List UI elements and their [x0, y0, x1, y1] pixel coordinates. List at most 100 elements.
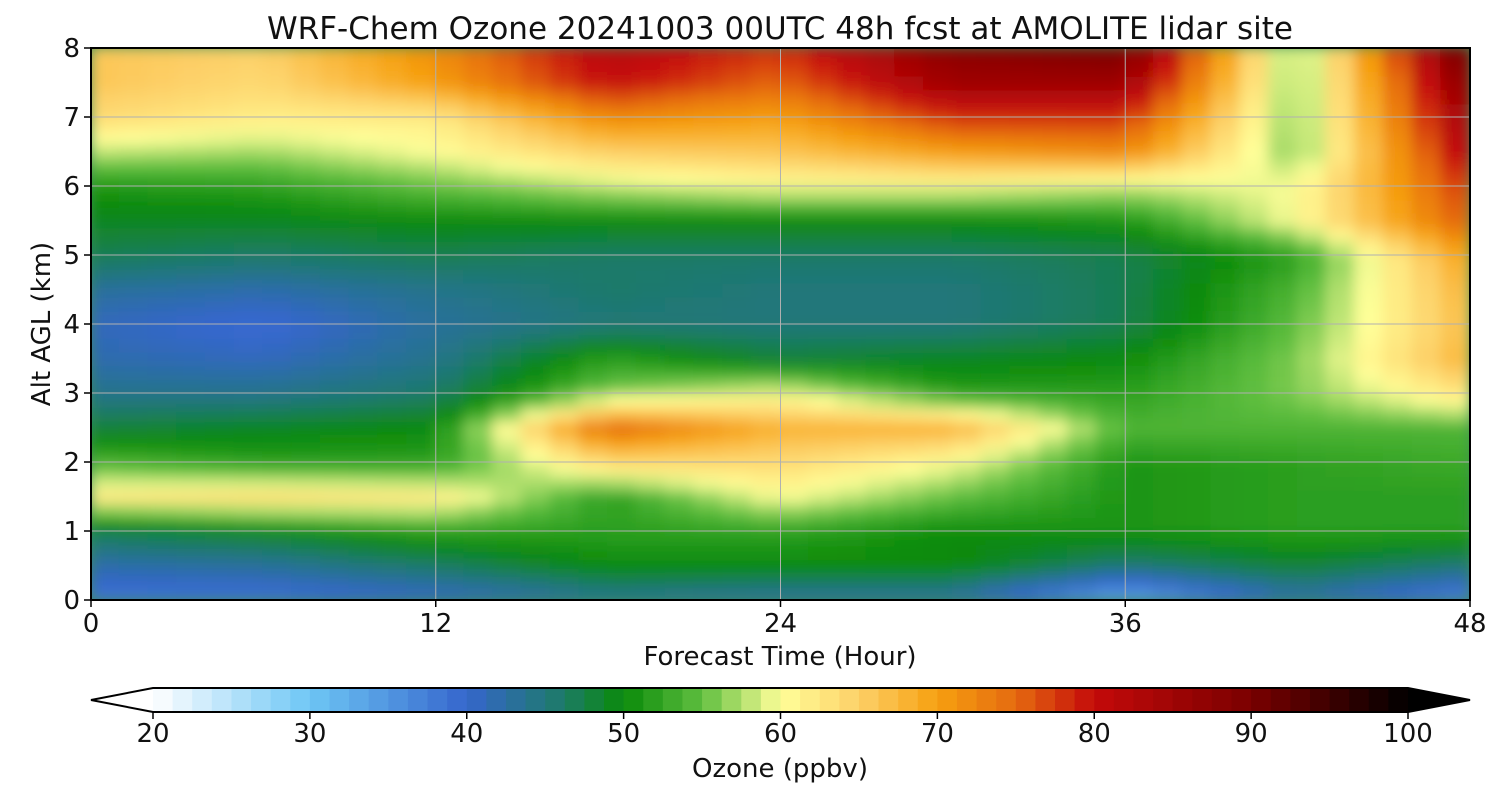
heatmap-cell	[434, 433, 466, 450]
heatmap-cell	[1382, 74, 1414, 91]
heatmap-cell	[664, 557, 696, 574]
heatmap-cell	[377, 254, 409, 270]
heatmap-cell	[750, 198, 782, 215]
heatmap-cell	[664, 226, 696, 243]
heatmap-cell	[1382, 474, 1414, 491]
heatmap-cell	[1354, 74, 1385, 91]
heatmap-cell	[176, 392, 207, 408]
heatmap-cell	[1267, 295, 1299, 312]
heatmap-cell	[319, 350, 351, 367]
heatmap-cell	[434, 488, 466, 505]
heatmap-cell	[406, 171, 437, 187]
heatmap-cell	[262, 530, 294, 546]
heatmap-cell	[1382, 185, 1414, 201]
heatmap-cell	[91, 557, 121, 574]
heatmap-cell	[865, 143, 897, 160]
heatmap-cell	[1354, 419, 1385, 436]
heatmap-cell	[923, 364, 954, 381]
y-tick-label: 8	[63, 34, 80, 64]
heatmap-cell	[693, 143, 725, 160]
heatmap-cell	[434, 447, 466, 463]
heatmap-cell	[836, 198, 868, 215]
heatmap-cell	[406, 585, 437, 600]
heatmap-cell	[520, 392, 552, 408]
heatmap-cell	[923, 102, 954, 118]
heatmap-cell	[233, 88, 265, 105]
heatmap-cell	[319, 461, 351, 477]
heatmap-cell	[204, 60, 236, 77]
heatmap-cell	[1124, 198, 1155, 215]
heatmap-cell	[980, 295, 1012, 312]
heatmap-cell	[176, 543, 207, 560]
heatmap-cell	[1325, 405, 1357, 422]
heatmap-cell	[1181, 392, 1213, 408]
heatmap-cell	[1354, 585, 1385, 600]
heatmap-cell	[779, 378, 811, 394]
heatmap-cell	[923, 48, 954, 63]
heatmap-cell	[923, 295, 954, 312]
heatmap-cell	[492, 461, 523, 477]
heatmap-cell	[750, 557, 782, 574]
heatmap-cell	[635, 488, 667, 505]
heatmap-cell	[1152, 405, 1184, 422]
heatmap-cell	[722, 212, 753, 229]
heatmap-cell	[1152, 143, 1184, 160]
heatmap-cell	[980, 240, 1012, 256]
heatmap-cell	[1267, 488, 1299, 505]
heatmap-cell	[693, 88, 725, 105]
heatmap-cell	[808, 585, 839, 600]
heatmap-cell	[693, 447, 725, 463]
heatmap-cell	[348, 350, 380, 367]
heatmap-cell	[1152, 543, 1184, 560]
heatmap-cell	[1382, 102, 1414, 118]
heatmap-cell	[176, 323, 207, 339]
heatmap-cell	[1124, 585, 1155, 600]
heatmap-cell	[635, 364, 667, 381]
heatmap-cell	[492, 336, 523, 353]
heatmap-cell	[1267, 185, 1299, 201]
heatmap-cell	[406, 129, 437, 146]
heatmap-cell	[1354, 60, 1385, 77]
heatmap-cell	[406, 364, 437, 381]
heatmap-cell	[1296, 48, 1328, 63]
heatmap-cell	[607, 281, 638, 298]
heatmap-cell	[980, 392, 1012, 408]
heatmap-cell	[1181, 474, 1213, 491]
heatmap-cell	[1239, 405, 1270, 422]
heatmap-cell	[91, 143, 121, 160]
heatmap-cell	[1095, 530, 1127, 546]
heatmap-cell	[1411, 323, 1443, 339]
heatmap-cell	[1267, 433, 1299, 450]
heatmap-cell	[1354, 157, 1385, 174]
heatmap-cell	[463, 254, 495, 270]
heatmap-cell	[1411, 543, 1443, 560]
heatmap-cell	[1440, 585, 1470, 600]
heatmap-cell	[492, 267, 523, 284]
heatmap-cell	[291, 392, 322, 408]
heatmap-cell	[233, 405, 265, 422]
heatmap-cell	[233, 364, 265, 381]
heatmap-cell	[262, 281, 294, 298]
heatmap-cell	[923, 433, 954, 450]
heatmap-cell	[1152, 419, 1184, 436]
heatmap-cell	[1066, 474, 1098, 491]
heatmap-cell	[492, 88, 523, 105]
heatmap-cell	[204, 281, 236, 298]
heatmap-cell	[291, 447, 322, 463]
heatmap-cell	[664, 198, 696, 215]
heatmap-cell	[262, 143, 294, 160]
heatmap-cell	[808, 502, 839, 519]
heatmap-cell	[1440, 323, 1470, 339]
heatmap-cell	[1411, 530, 1443, 546]
heatmap-cell	[147, 447, 179, 463]
heatmap-cell	[635, 198, 667, 215]
heatmap-cell	[923, 60, 954, 77]
heatmap-cell	[578, 336, 610, 353]
heatmap-cell	[1124, 171, 1155, 187]
heatmap-cell	[262, 48, 294, 63]
heatmap-cell	[377, 102, 409, 118]
heatmap-cell	[1354, 88, 1385, 105]
heatmap-cell	[1411, 185, 1443, 201]
heatmap-cell	[1009, 143, 1041, 160]
heatmap-cell	[1382, 364, 1414, 381]
